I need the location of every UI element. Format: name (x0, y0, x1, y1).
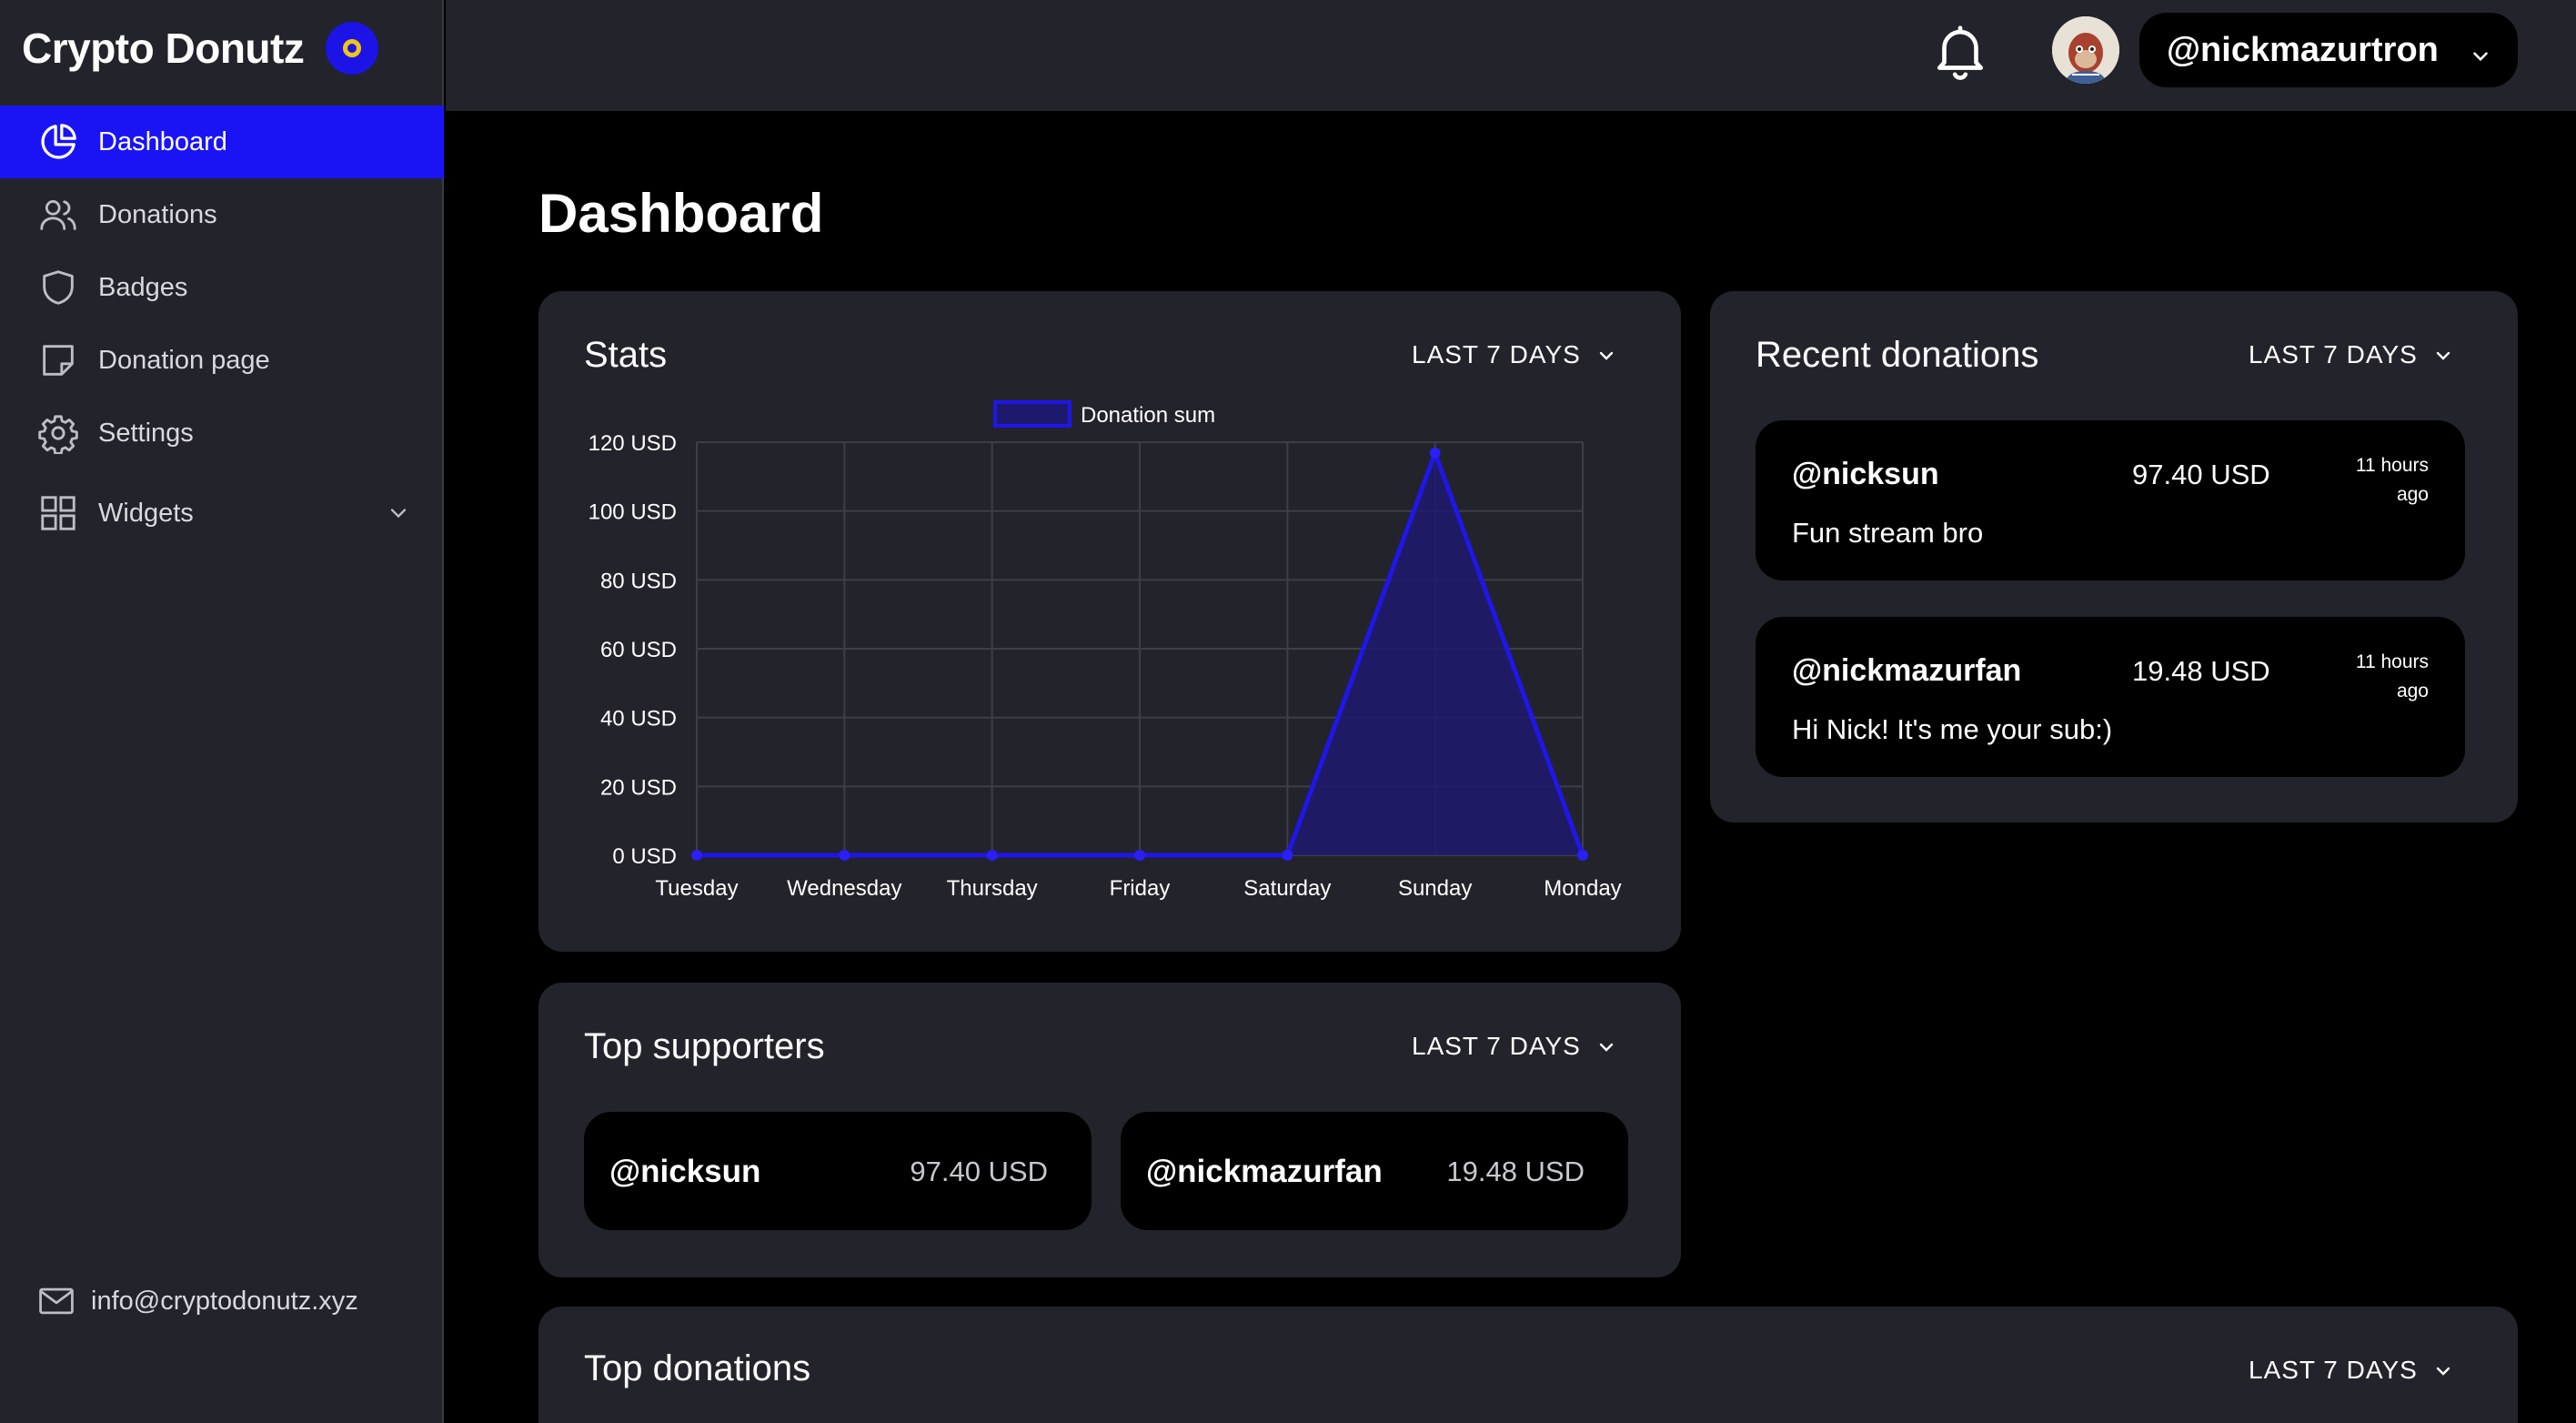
contact-email: info@cryptodonutz.xyz (91, 1286, 358, 1316)
sidebar-item-widgets[interactable]: Widgets (0, 477, 444, 550)
sidebar-item-label: Donations (98, 199, 217, 229)
data-point (839, 850, 850, 861)
donation-amount: 19.48 USD (2132, 655, 2270, 687)
user-menu-button[interactable]: @nickmazurtron (2139, 13, 2518, 87)
avatar[interactable] (2052, 16, 2119, 84)
supporters-range-dropdown[interactable]: LAST 7 DAYS (1412, 1032, 1617, 1061)
range-label: LAST 7 DAYS (2249, 340, 2418, 368)
sidebar-item-label: Donation page (98, 345, 270, 375)
chevron-down-icon[interactable] (386, 500, 411, 526)
y-tick-label: 40 USD (600, 707, 677, 732)
note-icon (36, 338, 80, 382)
x-tick-label: Monday (1544, 876, 1621, 901)
sidebar: Crypto Donutz Dashboard Donations Badges (0, 0, 444, 1423)
y-tick-label: 120 USD (589, 431, 677, 456)
stats-chart: 0 USD 20 USD 40 USD 60 USD 80 USD 100 USD 120 … (589, 400, 1622, 901)
pie-chart-icon (36, 120, 80, 164)
top-donations-range-dropdown[interactable]: LAST 7 DAYS (2249, 1356, 2454, 1385)
recent-donations-card: Recent donations LAST 7 DAYS @nicksun 97… (1710, 291, 2518, 823)
data-point (1429, 447, 1441, 459)
top-donations-title: Top donations (584, 1348, 811, 1388)
chevron-down-icon (1595, 1035, 1617, 1057)
topbar: @nickmazurtron (446, 0, 2576, 111)
top-supporters-card: Top supporters LAST 7 DAYS @nicksun 97.4… (538, 983, 1681, 1277)
x-tick-label: Saturday (1243, 876, 1331, 901)
data-point (1282, 850, 1293, 861)
bell-icon[interactable] (1928, 20, 1992, 84)
supporter-item[interactable]: @nickmazurfan 19.48 USD (1121, 1112, 1628, 1230)
top-donations-card: Top donations LAST 7 DAYS (538, 1307, 2518, 1423)
chevron-down-icon (2469, 38, 2492, 62)
stats-card: Stats LAST 7 DAYS 0 USD 20 USD 40 USD 60 US… (538, 291, 1681, 952)
x-tick-label: Tuesday (655, 876, 738, 901)
brand-name: Crypto Donutz (22, 25, 305, 72)
donation-amount: 97.40 USD (2132, 459, 2270, 490)
data-point (1134, 850, 1145, 861)
recent-donations-title: Recent donations (1756, 335, 2039, 375)
x-tick-label: Wednesday (787, 876, 901, 901)
users-icon (36, 193, 80, 237)
series-area (697, 452, 1583, 855)
x-tick-label: Friday (1110, 876, 1171, 901)
donut-logo-icon (326, 22, 379, 75)
chevron-down-icon (1595, 344, 1617, 366)
sidebar-item-label: Widgets (98, 498, 194, 528)
range-label: LAST 7 DAYS (1412, 340, 1581, 368)
username: @nickmazurtron (2167, 30, 2439, 69)
mail-icon (36, 1281, 76, 1321)
donation-item[interactable]: @nickmazurfan 19.48 USD 11 hours ago Hi … (1756, 617, 2465, 777)
donation-time-line: ago (2396, 484, 2429, 505)
donation-time-line: ago (2396, 681, 2429, 701)
donation-time: 11 hours ago (2319, 451, 2429, 510)
chevron-down-icon (2432, 344, 2454, 366)
data-point (986, 850, 998, 861)
range-label: LAST 7 DAYS (2249, 1356, 2418, 1384)
donation-item[interactable]: @nicksun 97.40 USD 11 hours ago Fun stre… (1756, 420, 2465, 580)
donation-message: Hi Nick! It's me your sub:) (1792, 713, 2113, 745)
page-title: Dashboard (538, 183, 824, 244)
data-point (1577, 850, 1588, 861)
supporter-amount: 97.40 USD (910, 1156, 1048, 1187)
supporter-amount: 19.48 USD (1446, 1156, 1585, 1187)
donation-time-line: 11 hours (2355, 651, 2429, 672)
y-tick-label: 80 USD (600, 569, 677, 593)
legend-label: Donation sum (1081, 403, 1215, 428)
supporter-name: @nicksun (609, 1154, 761, 1189)
supporter-item[interactable]: @nicksun 97.40 USD (584, 1112, 1092, 1230)
sidebar-item-settings[interactable]: Settings (0, 397, 444, 469)
y-tick-label: 0 USD (612, 844, 677, 869)
shield-icon (36, 266, 80, 309)
y-tick-label: 100 USD (589, 500, 677, 525)
sidebar-nav: Dashboard Donations Badges Donation page… (0, 106, 444, 550)
x-tick-label: Thursday (947, 876, 1038, 901)
donor-name: @nickmazurfan (1792, 653, 2022, 688)
gear-icon (36, 411, 80, 455)
grid-icon (36, 491, 80, 535)
donation-time: 11 hours ago (2319, 648, 2429, 706)
sidebar-item-donations[interactable]: Donations (0, 178, 444, 251)
donor-name: @nicksun (1792, 457, 1939, 491)
legend-swatch (993, 400, 1072, 428)
range-label: LAST 7 DAYS (1412, 1032, 1581, 1060)
y-tick-label: 60 USD (600, 638, 677, 662)
donation-message: Fun stream bro (1792, 517, 1984, 549)
data-point (691, 850, 702, 861)
sidebar-item-donation-page[interactable]: Donation page (0, 324, 444, 397)
brand[interactable]: Crypto Donutz (22, 20, 379, 76)
contact-email-link[interactable]: info@cryptodonutz.xyz (36, 1281, 358, 1321)
y-tick-label: 20 USD (600, 775, 677, 800)
stats-title: Stats (584, 335, 668, 375)
chevron-down-icon (2432, 1359, 2454, 1381)
sidebar-item-label: Settings (98, 418, 194, 448)
supporter-name: @nickmazurfan (1146, 1154, 1383, 1189)
sidebar-item-badges[interactable]: Badges (0, 251, 444, 324)
stats-range-dropdown[interactable]: LAST 7 DAYS (1412, 340, 1617, 369)
recent-range-dropdown[interactable]: LAST 7 DAYS (2249, 340, 2454, 369)
donation-time-line: 11 hours (2355, 455, 2429, 476)
x-tick-label: Sunday (1398, 876, 1472, 901)
sidebar-item-label: Badges (98, 272, 188, 302)
top-supporters-title: Top supporters (584, 1026, 825, 1066)
sidebar-item-dashboard[interactable]: Dashboard (0, 106, 444, 178)
sidebar-item-label: Dashboard (98, 126, 227, 156)
